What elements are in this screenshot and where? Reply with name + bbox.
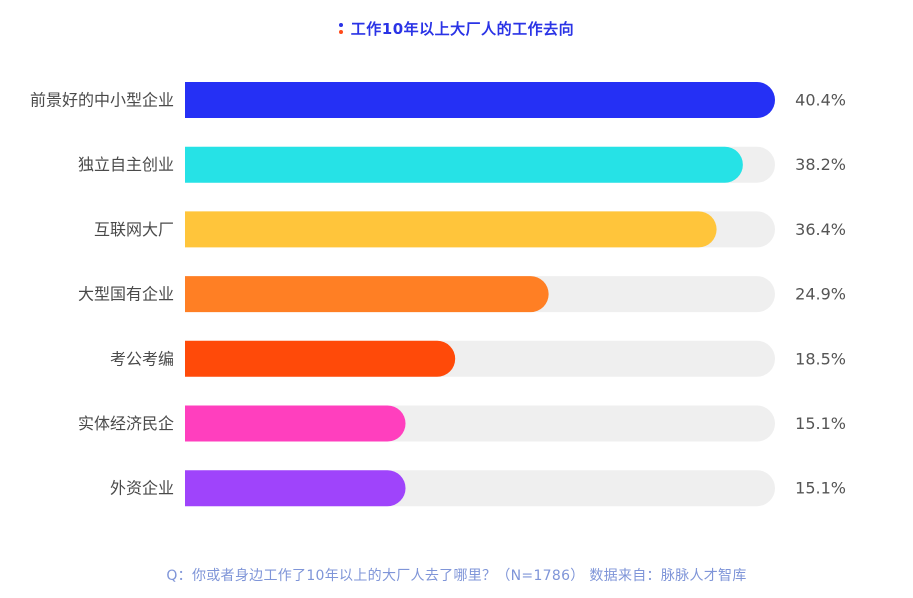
bar	[185, 405, 406, 442]
category-label: 前景好的中小型企业	[30, 91, 174, 110]
value-label: 15.1%	[795, 414, 846, 433]
chart-title: 工作10年以上大厂人的工作去向	[0, 16, 913, 40]
value-label: 15.1%	[795, 479, 846, 498]
category-label: 大型国有企业	[78, 285, 174, 304]
bar	[185, 470, 406, 507]
value-label: 36.4%	[795, 220, 846, 239]
bar	[185, 340, 456, 377]
bar-row: 互联网大厂 36.4%	[94, 211, 846, 248]
bar-row: 前景好的中小型企业 40.4%	[30, 82, 846, 118]
bar	[185, 82, 775, 118]
title-dots-icon	[338, 22, 343, 34]
category-label: 互联网大厂	[94, 220, 174, 239]
title-dot-top	[338, 22, 343, 27]
title-dot-bottom	[338, 29, 343, 34]
value-label: 40.4%	[795, 91, 846, 110]
category-label: 外资企业	[110, 479, 174, 498]
value-label: 18.5%	[795, 349, 846, 368]
bar	[185, 146, 743, 183]
bar-chart: 前景好的中小型企业 40.4% 独立自主创业 38.2% 互联网大厂 36.4% 大型国有企…	[30, 82, 846, 507]
chart-title-text: 工作10年以上大厂人的工作去向	[350, 19, 575, 38]
bar-row: 独立自主创业 38.2%	[78, 146, 846, 183]
footer-source-note: Q：你或者身边工作了10年以上的大厂人去了哪里？（N=1786） 数据来自：脉脉…	[166, 568, 747, 584]
category-label: 独立自主创业	[78, 155, 174, 174]
bar-row: 外资企业 15.1%	[110, 470, 846, 507]
value-label: 38.2%	[795, 155, 846, 174]
bar-row: 实体经济民企 15.1%	[78, 405, 846, 442]
bar	[185, 276, 549, 313]
bar-row: 大型国有企业 24.9%	[78, 276, 846, 313]
bar	[185, 211, 717, 248]
category-label: 考公考编	[110, 349, 174, 368]
category-label: 实体经济民企	[78, 414, 174, 433]
bar-row: 考公考编 18.5%	[110, 340, 846, 377]
value-label: 24.9%	[795, 285, 846, 304]
